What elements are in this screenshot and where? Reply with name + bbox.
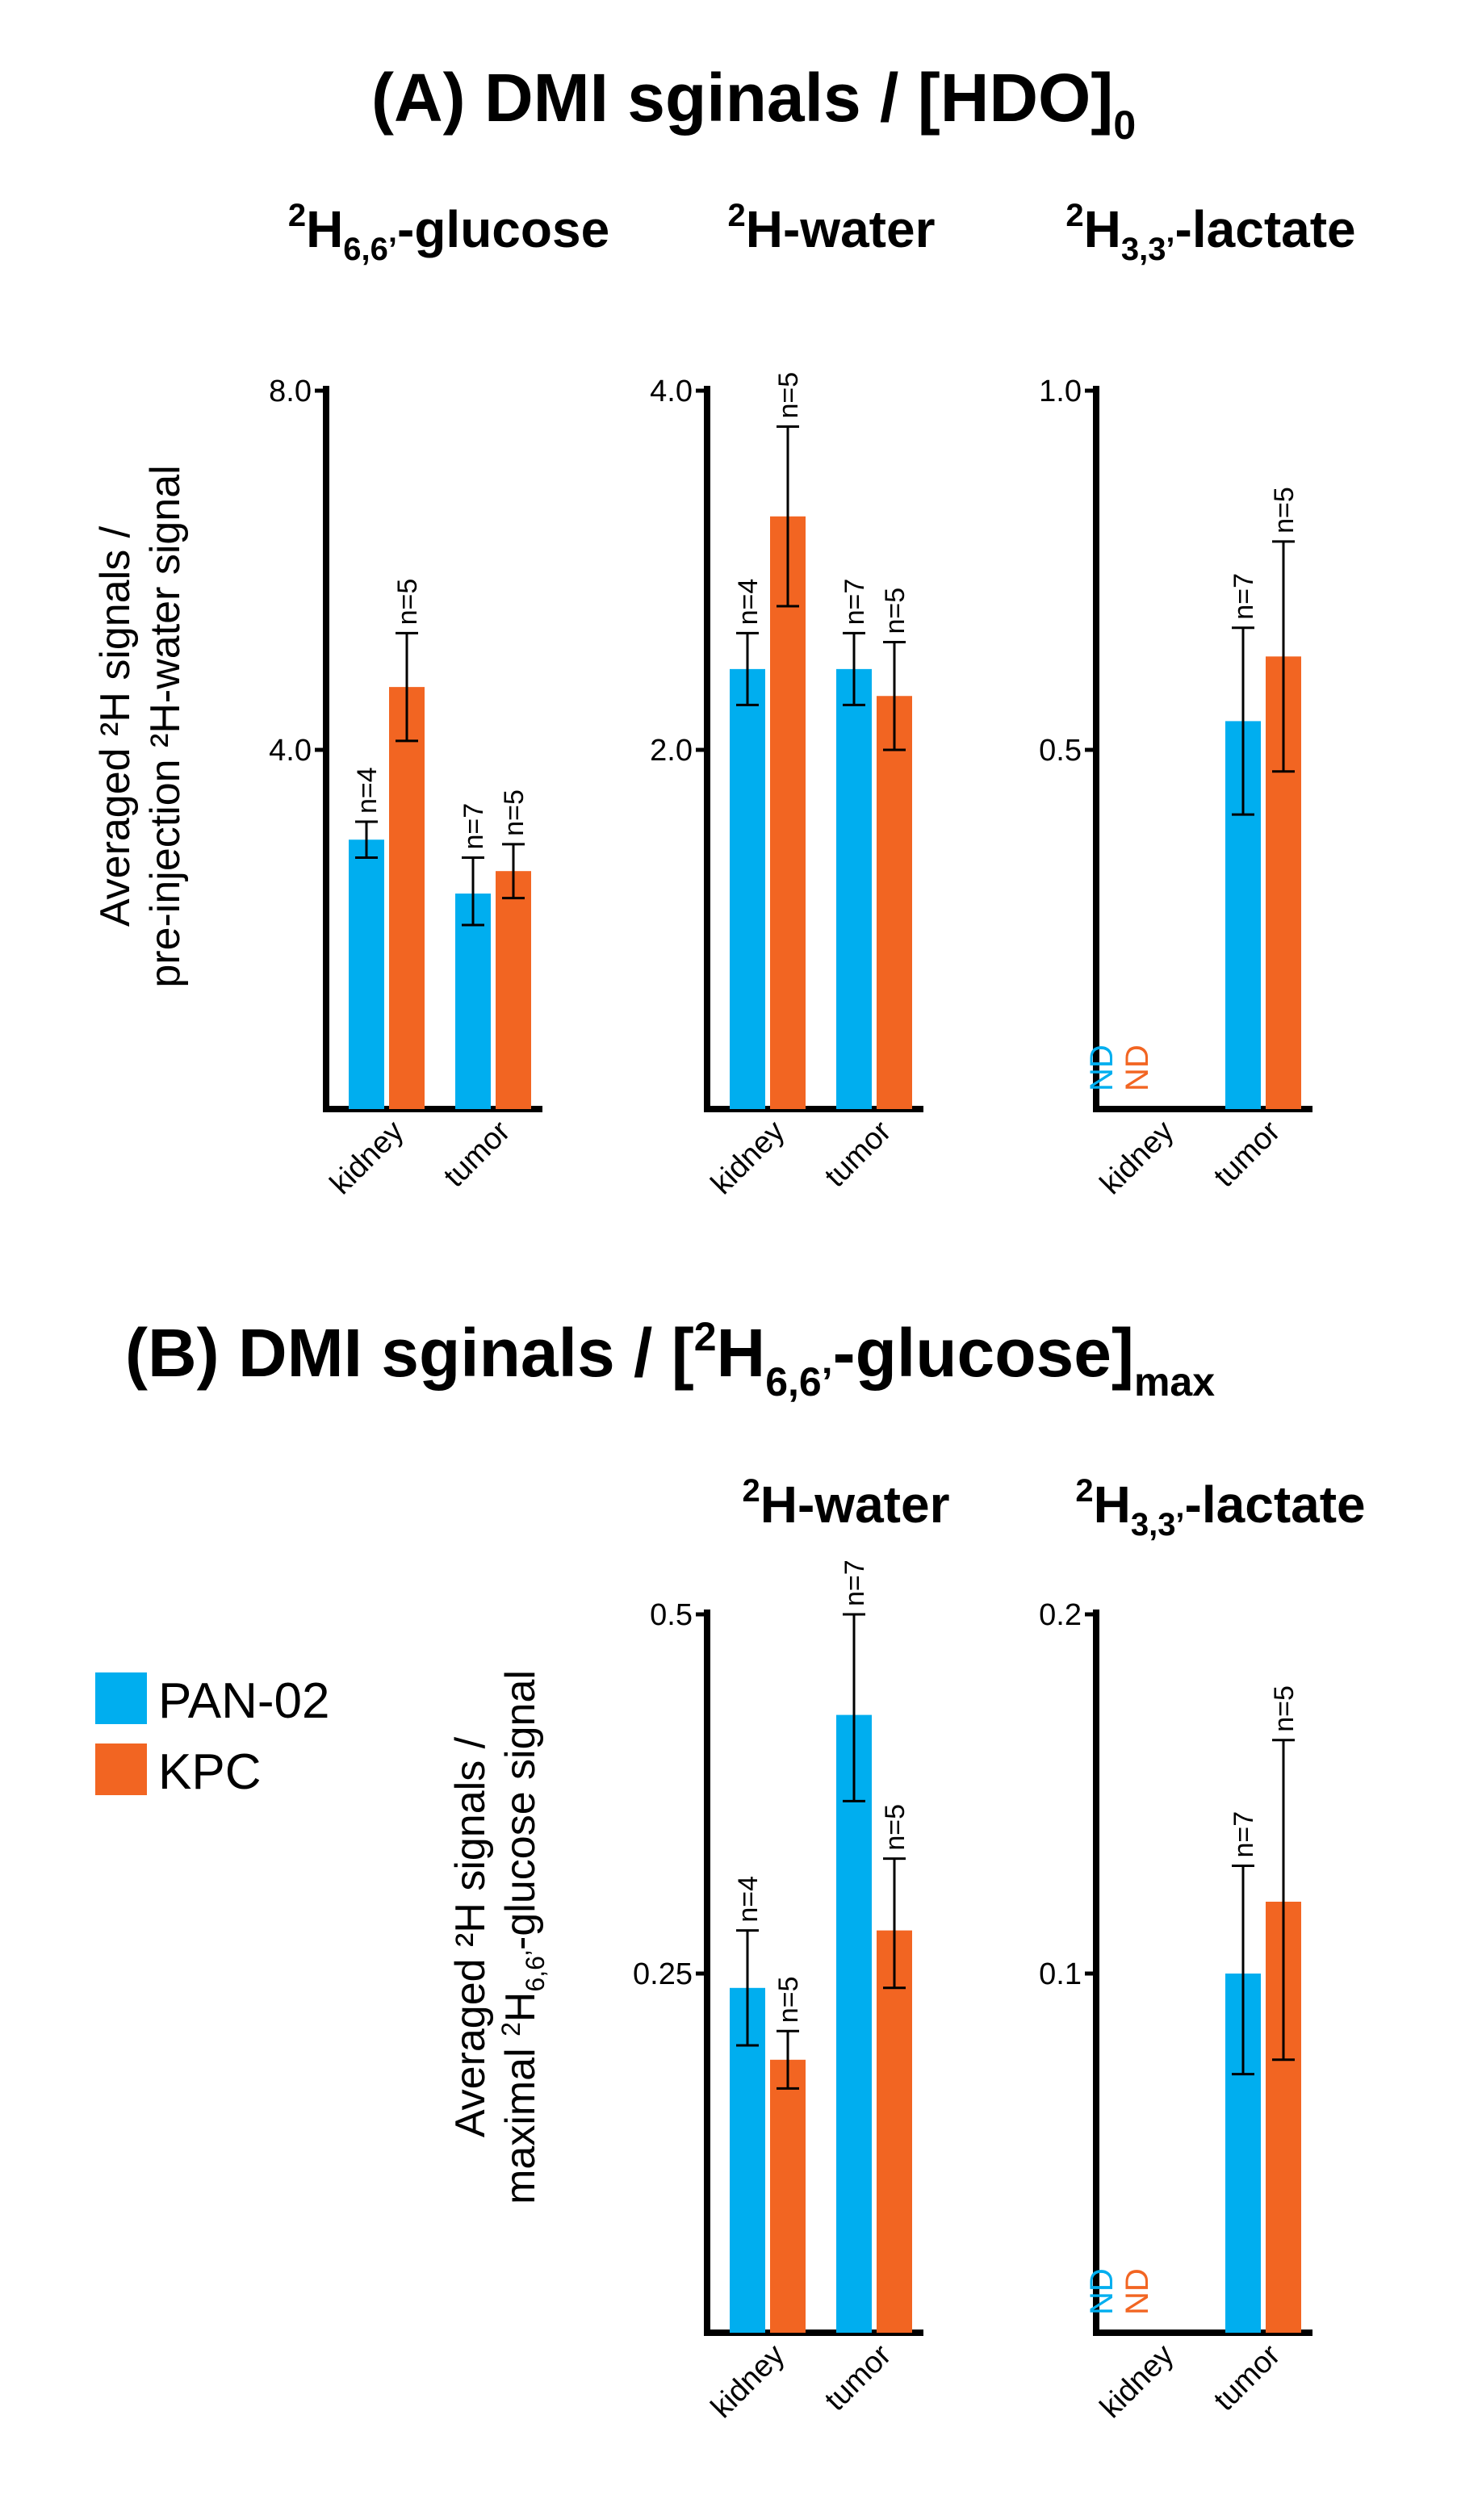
- n-label: n=4: [733, 579, 764, 626]
- chart-title: 2H3,3’-lactate: [1065, 198, 1355, 267]
- legend-swatch-kpc: [95, 1743, 147, 1795]
- y-tick-label: 8.0: [269, 375, 312, 408]
- y-tick-label: 0.2: [1039, 1598, 1082, 1632]
- chart-title: 2H3,3’-lactate: [1075, 1473, 1365, 1543]
- legend: PAN-02 KPC: [95, 1672, 330, 1800]
- chart-title: 2H-water: [743, 1473, 950, 1534]
- n-label: n=7: [1229, 1811, 1259, 1858]
- n-label: n=5: [880, 1804, 911, 1851]
- n-label: n=5: [1269, 1685, 1300, 1732]
- nd-label: ND: [1120, 2268, 1155, 2315]
- category-label-kidney: kidney: [1094, 1115, 1180, 1201]
- nd-label: ND: [1120, 1044, 1155, 1091]
- category-label-kidney: kidney: [1094, 2338, 1180, 2425]
- bar-kpc-kidney: [389, 687, 425, 1109]
- charts: 2H6,6’-glucose 4.0 8.0 n=4 n=7 n=5 n=5 kidney tu…: [269, 198, 1365, 2425]
- bar-pan-02-tumor: [455, 894, 491, 1109]
- y-tick-label: 4.0: [269, 734, 312, 768]
- legend-swatch-pan-02: [95, 1672, 147, 1724]
- bar-kpc-tumor: [496, 871, 531, 1109]
- nd-label: ND: [1084, 2268, 1120, 2315]
- chart-panel-3: 2H-water 0.25 0.5 n=4 n=7 n=5 n=5 kidney tumor: [633, 1473, 949, 2425]
- n-label: n=5: [880, 588, 911, 634]
- y-tick-label: 4.0: [650, 375, 693, 408]
- n-label: n=5: [499, 789, 530, 836]
- section-b-ylabel-line2: maximal 2H6,6’-glucose signal: [496, 1670, 550, 2204]
- chart-panel-4: 2H3,3’-lactate 0.1 0.2 ND n=7 ND n=5 kidney tumo…: [1039, 1473, 1365, 2425]
- y-tick-label: 0.5: [650, 1598, 693, 1632]
- bar-kpc-tumor: [877, 1930, 912, 2333]
- chart-panel-2: 2H3,3’-lactate 0.5 1.0 ND n=7 ND n=5 kidney tumo…: [1039, 198, 1355, 1201]
- chart-panel-0: 2H6,6’-glucose 4.0 8.0 n=4 n=7 n=5 n=5 kidney tu…: [269, 198, 609, 1201]
- section-a-title: (A) DMI sginals / [HDO]0: [371, 60, 1136, 148]
- y-tick-label: 0.5: [1039, 734, 1082, 768]
- legend-label-kpc: KPC: [158, 1744, 261, 1800]
- category-label-tumor: tumor: [437, 1114, 517, 1194]
- category-label-tumor: tumor: [1208, 1114, 1287, 1194]
- y-tick-label: 0.25: [633, 1957, 693, 1991]
- n-label: n=4: [352, 767, 383, 814]
- section-a-ylabel-line1: Averaged ²H signals /: [92, 525, 139, 927]
- section-a-ylabel-line2: pre-injection ²H-water signal: [142, 465, 189, 987]
- chart-panel-1: 2H-water 2.0 4.0 n=4 n=7 n=5 n=5 kidney tumor: [650, 198, 935, 1201]
- category-label-kidney: kidney: [324, 1115, 410, 1201]
- n-label: n=5: [773, 1977, 804, 2024]
- n-label: n=7: [458, 803, 489, 850]
- bar-kpc-tumor: [877, 696, 912, 1109]
- bar-kpc-kidney: [770, 516, 806, 1109]
- section-a-ylabel: Averaged ²H signals / pre-injection ²H-w…: [92, 465, 189, 987]
- bar-kpc-kidney: [770, 2059, 806, 2333]
- bar-pan-02-tumor: [836, 668, 872, 1109]
- category-label-tumor: tumor: [818, 2338, 898, 2417]
- category-label-tumor: tumor: [818, 1114, 898, 1194]
- legend-label-pan-02: PAN-02: [158, 1673, 330, 1729]
- n-label: n=5: [392, 579, 423, 626]
- bar-pan-02-kidney: [349, 839, 384, 1109]
- section-b-ylabel-line1: Averaged ²H signals /: [447, 1736, 494, 2137]
- n-label: n=4: [733, 1876, 764, 1923]
- n-label: n=5: [1269, 487, 1300, 534]
- category-label-kidney: kidney: [705, 2338, 791, 2425]
- y-tick-label: 1.0: [1039, 375, 1082, 408]
- nd-label: ND: [1084, 1044, 1120, 1091]
- section-b-ylabel: Averaged ²H signals / maximal 2H6,6’-glu…: [447, 1670, 550, 2204]
- category-label-kidney: kidney: [705, 1115, 791, 1201]
- bar-pan-02-tumor: [836, 1714, 872, 2333]
- y-tick-label: 0.1: [1039, 1957, 1082, 1991]
- section-b-title: (B) DMI sginals / [2H6,6’-glucose]max: [125, 1314, 1215, 1404]
- category-label-tumor: tumor: [1208, 2338, 1287, 2417]
- bar-pan-02-kidney: [730, 668, 765, 1109]
- y-tick-label: 2.0: [650, 734, 693, 768]
- n-label: n=5: [773, 372, 804, 419]
- n-label: n=7: [839, 1559, 870, 1606]
- n-label: n=7: [1229, 573, 1259, 620]
- chart-title: 2H6,6’-glucose: [288, 198, 609, 267]
- n-label: n=7: [839, 579, 870, 626]
- chart-title: 2H-water: [728, 198, 936, 258]
